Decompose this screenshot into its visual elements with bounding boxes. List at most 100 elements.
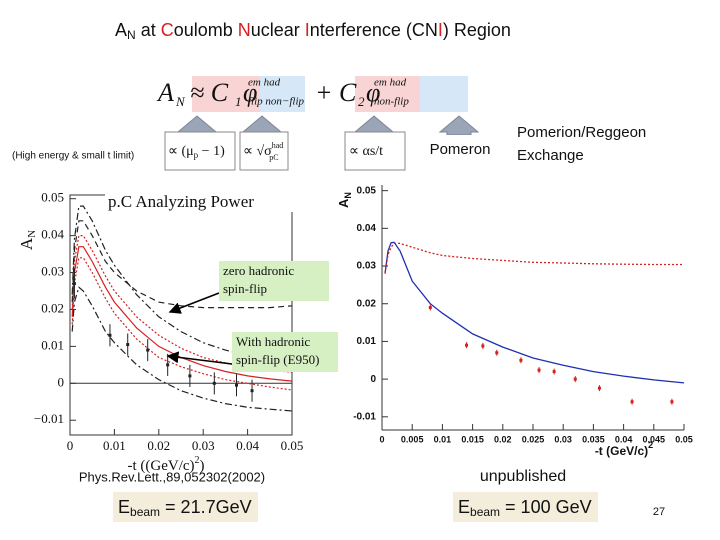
y-tick-label: 0 bbox=[58, 374, 65, 389]
beam-part: = 100 GeV bbox=[500, 497, 592, 517]
x-tick-label: 0.005 bbox=[401, 434, 424, 444]
formula-text: 2 bbox=[358, 94, 365, 109]
plot-frame bbox=[69, 194, 293, 436]
data-point bbox=[212, 381, 216, 385]
x-tick-label: 0.045 bbox=[643, 434, 666, 444]
beam-box bbox=[113, 492, 258, 522]
beam-energy: Ebeam = 100 GeV bbox=[458, 497, 592, 519]
prop-part: ∝ (μ bbox=[168, 144, 194, 159]
formula-text: φ bbox=[366, 78, 380, 107]
title-part: at bbox=[136, 20, 161, 40]
title-part: N bbox=[127, 28, 136, 42]
x-axis-label: -t (GeV/c)2 bbox=[595, 440, 653, 458]
data-point bbox=[552, 370, 556, 374]
data-point bbox=[250, 389, 254, 393]
data-point bbox=[465, 343, 469, 347]
y-tick-label: 0.04 bbox=[41, 227, 64, 242]
pomeron-label: Pomeron bbox=[430, 141, 491, 158]
y-label-part: A bbox=[336, 198, 351, 208]
formula-text: em had bbox=[248, 77, 281, 89]
data-point bbox=[519, 358, 523, 362]
callout-arrow bbox=[168, 292, 220, 314]
data-point bbox=[537, 368, 541, 372]
data-point bbox=[481, 344, 485, 348]
x-axis-label: -t ((GeV/c)2) bbox=[127, 455, 204, 474]
proportional: ∝ √σhad pC bbox=[243, 141, 283, 162]
formula-text: φ bbox=[243, 78, 257, 107]
callout-text: zero hadronic bbox=[223, 263, 294, 278]
curve bbox=[71, 246, 293, 382]
title-part: ) Region bbox=[443, 20, 511, 40]
formula-text: A bbox=[156, 78, 174, 107]
title-part: I bbox=[305, 20, 310, 40]
data-point bbox=[108, 333, 112, 337]
data-point bbox=[495, 351, 499, 355]
title-part: A bbox=[115, 20, 127, 40]
x-tick-label: 0.035 bbox=[582, 434, 605, 444]
beam-part: = 21.7GeV bbox=[160, 497, 252, 517]
title-part: uclear bbox=[251, 20, 305, 40]
y-tick-label: -0.01 bbox=[353, 411, 376, 422]
data-point bbox=[597, 386, 601, 390]
label-box bbox=[423, 135, 498, 163]
callout-text: With hadronic bbox=[236, 334, 310, 349]
limit-note: (High energy & small t limit) bbox=[12, 151, 134, 162]
beam-part: beam bbox=[130, 505, 160, 519]
data-point bbox=[630, 400, 634, 404]
data-point bbox=[428, 306, 432, 309]
y-tick-label: 0.05 bbox=[357, 185, 377, 196]
x-label-part: 2 bbox=[195, 455, 200, 466]
formula-text: + C bbox=[315, 78, 357, 107]
y-tick-label: 0.02 bbox=[357, 298, 377, 309]
unpublished-note: unpublished bbox=[480, 468, 566, 485]
data-point bbox=[72, 282, 76, 286]
reggeon-label: Pomerion/Reggeon bbox=[517, 124, 646, 141]
y-label-part: N bbox=[343, 192, 353, 199]
page-number: 27 bbox=[653, 506, 665, 518]
y-tick-label: 0.02 bbox=[41, 300, 64, 315]
formula-highlight bbox=[420, 76, 468, 112]
proportional: ∝ αs/t bbox=[349, 144, 383, 159]
formula-text: ≈ C bbox=[190, 78, 229, 107]
x-tick-label: 0.01 bbox=[434, 434, 452, 444]
beam-energy: Ebeam = 21.7GeV bbox=[118, 497, 252, 519]
title-part: nterference (CN bbox=[310, 20, 438, 40]
chart-title: p.C Analyzing Power bbox=[108, 192, 254, 211]
x-tick-label: 0.01 bbox=[103, 438, 126, 453]
slide-title: AN at Coulomb Nuclear Interference (CNI)… bbox=[115, 20, 511, 42]
x-tick-label: 0.04 bbox=[236, 438, 259, 453]
data-point bbox=[188, 374, 192, 378]
title-bg bbox=[105, 192, 295, 212]
prop-part: − 1) bbox=[198, 144, 225, 159]
x-tick-label: 0.03 bbox=[554, 434, 572, 444]
callout-arrow bbox=[166, 351, 233, 365]
data-point bbox=[235, 383, 238, 387]
data-point bbox=[166, 363, 170, 367]
y-axis-label: AN bbox=[336, 192, 353, 208]
x-tick-label: 0 bbox=[67, 438, 74, 453]
x-label-part: ) bbox=[200, 458, 205, 474]
callout-box bbox=[219, 261, 329, 301]
proportional: ∝ (μp − 1) bbox=[168, 144, 225, 160]
x-tick-label: 0.02 bbox=[494, 434, 512, 444]
y-label-part: A bbox=[17, 237, 36, 250]
formula-highlight bbox=[260, 76, 305, 112]
formula-text: non-flip bbox=[374, 96, 409, 108]
prop-part: p bbox=[194, 150, 199, 160]
callout-box bbox=[232, 332, 338, 372]
formula-text: flip non−flip bbox=[248, 96, 305, 108]
y-tick-label: 0.01 bbox=[41, 337, 64, 352]
x-tick-label: 0.05 bbox=[675, 434, 693, 444]
x-tick-label: 0.04 bbox=[615, 434, 633, 444]
callout-text: spin-flip (E950) bbox=[236, 352, 319, 367]
title-part: oulomb bbox=[174, 20, 238, 40]
prop-part: ∝ √σ bbox=[243, 144, 272, 159]
formula-text: em had bbox=[374, 77, 407, 89]
term-box bbox=[239, 131, 289, 171]
formula-text: 1 bbox=[235, 94, 242, 109]
formula: A N ≈ C 1 φ em had flip non−flip + C 2 φ… bbox=[156, 77, 409, 109]
y-tick-label: 0.03 bbox=[41, 264, 64, 279]
term-box bbox=[344, 131, 406, 171]
beam-part: E bbox=[458, 497, 470, 517]
x-tick-label: 0 bbox=[379, 434, 384, 444]
